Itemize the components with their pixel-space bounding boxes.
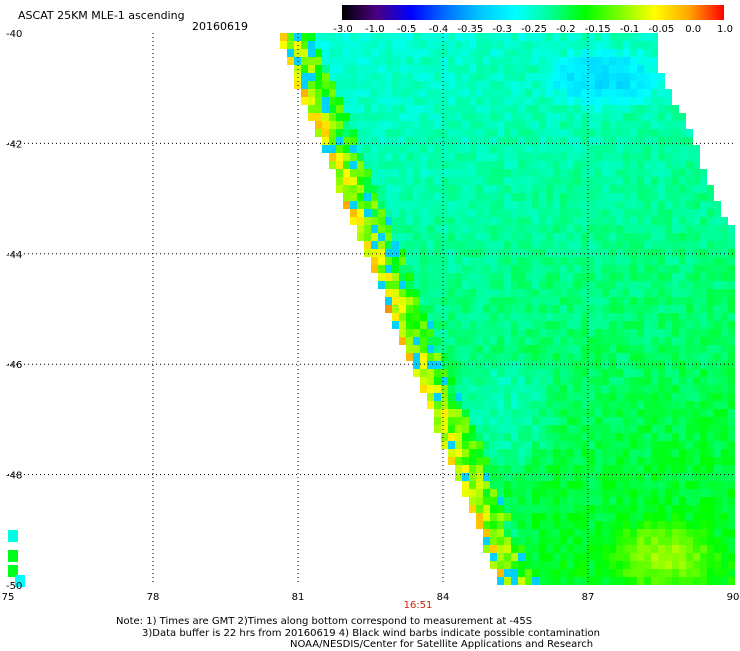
x-tick-label: 87 <box>581 592 595 603</box>
color-scale-label: -0.4 <box>428 24 449 35</box>
x-tick-label: 90 <box>726 592 740 603</box>
y-tick-label: -46 <box>6 360 22 371</box>
x-tick-label: 81 <box>291 592 305 603</box>
y-tick-label: -50 <box>6 581 22 592</box>
color-scale-label: -0.2 <box>556 24 576 35</box>
graticule <box>8 33 733 585</box>
y-tick-label: -44 <box>6 250 22 261</box>
color-scale-gradient <box>342 5 724 20</box>
product-date: 20160619 <box>192 20 248 33</box>
color-scale-label: -3.0 <box>333 24 353 35</box>
color-scale-labels: -3.0 -1.0 -0.5 -0.4 -0.35 -0.3 -0.25 -0.2 -0.15-… <box>330 24 736 38</box>
note-line-3: NOAA/NESDIS/Center for Satellite Applica… <box>290 639 594 650</box>
color-scale-label: -0.05 <box>648 24 675 35</box>
y-tick-label: -40 <box>6 29 22 40</box>
color-scale-label: -0.3 <box>492 24 512 35</box>
color-scale-bar <box>342 5 724 20</box>
y-tick-label: -42 <box>6 139 22 150</box>
footnotes: Note: 1) Times are GMT 2)Times along bot… <box>116 616 600 651</box>
product-title: ASCAT 25KM MLE-1 ascending <box>18 9 185 22</box>
color-scale-label: 1.0 <box>717 24 733 35</box>
color-scale-label: 0.0 <box>685 24 702 35</box>
color-scale-label: -0.1 <box>619 24 640 35</box>
note-line-2: 3)Data buffer is 22 hrs from 20160619 4)… <box>142 627 600 639</box>
color-scale-label: -0.15 <box>584 24 611 35</box>
x-tick-label: 75 <box>1 592 15 603</box>
color-scale-label: -0.35 <box>457 24 484 35</box>
y-tick-label: -48 <box>6 471 22 482</box>
pass-time-label: 16:51 <box>403 600 433 611</box>
color-scale-label: -0.5 <box>396 24 417 35</box>
color-scale-label: -1.0 <box>365 24 385 35</box>
swath-cells <box>8 33 735 587</box>
note-line-1: Note: 1) Times are GMT 2)Times along bot… <box>116 616 533 627</box>
x-tick-label: 78 <box>146 592 160 603</box>
x-tick-label: 84 <box>436 592 450 603</box>
color-scale-label: -0.25 <box>521 24 547 35</box>
swath-map: -40 -42 -44 -46 -48 -50 <box>6 29 735 592</box>
